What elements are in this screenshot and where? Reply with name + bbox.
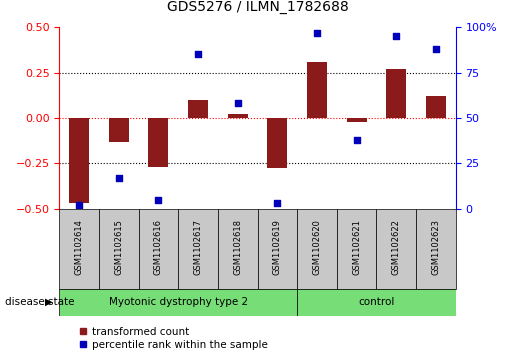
Bar — [416, 209, 456, 289]
Point — [194, 52, 202, 57]
Bar — [386, 69, 406, 118]
Text: GSM1102614: GSM1102614 — [75, 219, 83, 275]
Bar — [59, 289, 297, 316]
Bar — [59, 209, 99, 289]
Bar — [228, 114, 248, 118]
Bar — [178, 209, 218, 289]
Text: Myotonic dystrophy type 2: Myotonic dystrophy type 2 — [109, 297, 248, 307]
Bar — [376, 209, 416, 289]
Bar — [99, 209, 139, 289]
Text: GSM1102619: GSM1102619 — [273, 219, 282, 275]
Text: disease state: disease state — [5, 297, 75, 307]
Bar — [347, 118, 367, 122]
Point — [273, 200, 281, 206]
Bar — [109, 118, 129, 142]
Point — [432, 46, 440, 52]
Text: ▶: ▶ — [45, 297, 53, 307]
Point — [392, 33, 401, 39]
Point — [75, 202, 83, 208]
Bar — [307, 62, 327, 118]
Text: control: control — [358, 297, 394, 307]
Bar — [188, 100, 208, 118]
Point — [313, 30, 321, 36]
Bar — [258, 209, 297, 289]
Bar — [267, 118, 287, 168]
Text: GSM1102623: GSM1102623 — [432, 219, 440, 275]
Bar — [297, 209, 337, 289]
Bar — [426, 96, 446, 118]
Text: GSM1102617: GSM1102617 — [194, 219, 202, 275]
Text: GSM1102622: GSM1102622 — [392, 219, 401, 275]
Text: GSM1102621: GSM1102621 — [352, 219, 361, 275]
Point — [233, 101, 242, 106]
Text: GSM1102620: GSM1102620 — [313, 219, 321, 275]
Bar — [218, 209, 258, 289]
Text: GDS5276 / ILMN_1782688: GDS5276 / ILMN_1782688 — [167, 0, 348, 14]
Text: GSM1102618: GSM1102618 — [233, 219, 242, 275]
Bar — [297, 289, 456, 316]
Point — [352, 137, 360, 143]
Text: GSM1102615: GSM1102615 — [114, 219, 123, 275]
Bar — [148, 118, 168, 167]
Point — [154, 197, 162, 203]
Point — [114, 175, 123, 181]
Text: GSM1102616: GSM1102616 — [154, 219, 163, 275]
Legend: transformed count, percentile rank within the sample: transformed count, percentile rank withi… — [75, 323, 272, 354]
Bar — [337, 209, 376, 289]
Bar — [69, 118, 89, 203]
Bar — [139, 209, 178, 289]
